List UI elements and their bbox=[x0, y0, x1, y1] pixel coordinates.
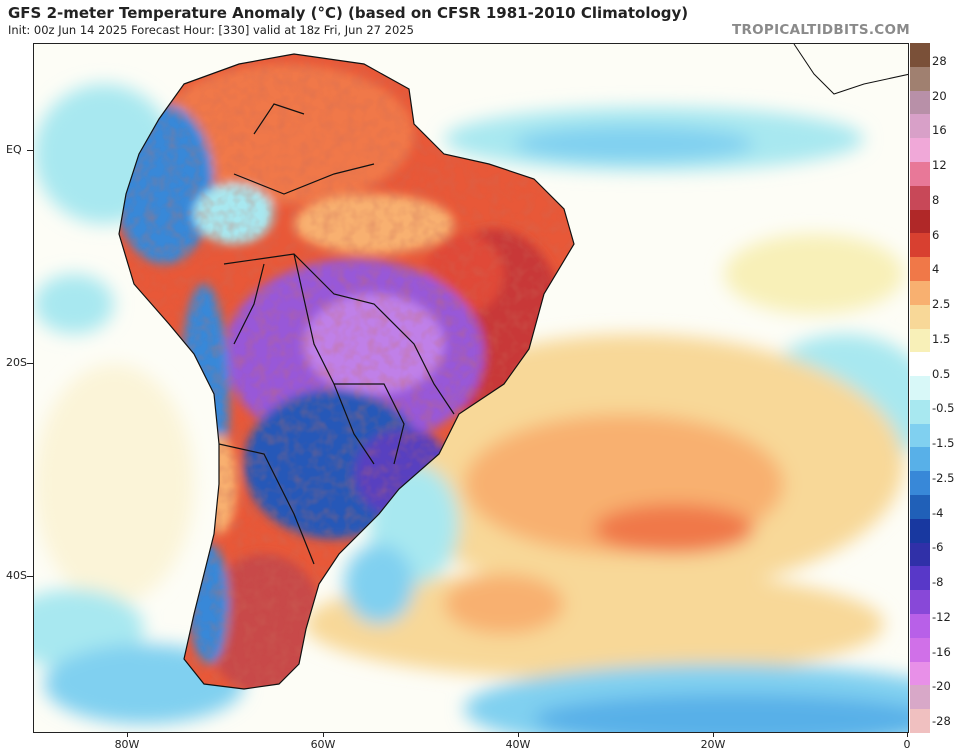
colorbar-label: -28 bbox=[932, 714, 951, 728]
lon-tick-0 bbox=[907, 733, 908, 737]
colorbar-label: 6 bbox=[932, 227, 940, 242]
colorbar-swatch bbox=[910, 209, 930, 234]
lon-label-20w: 20W bbox=[700, 738, 726, 751]
colorbar-swatch bbox=[910, 471, 930, 496]
colorbar-swatch bbox=[910, 66, 930, 92]
colorbar-swatch bbox=[910, 590, 930, 615]
colorbar-swatch bbox=[910, 138, 930, 163]
lat-label-40s: 40S bbox=[6, 569, 27, 582]
colorbar-swatch bbox=[910, 257, 930, 282]
country-borders bbox=[118, 53, 575, 690]
colorbar-swatch bbox=[910, 304, 930, 329]
africa-coast bbox=[793, 44, 908, 95]
colorbar-swatch bbox=[910, 185, 930, 211]
colorbar-swatch bbox=[910, 233, 930, 258]
colorbar-swatch bbox=[910, 661, 930, 686]
colorbar-swatch bbox=[910, 637, 930, 663]
map-title: GFS 2-meter Temperature Anomaly (°C) (ba… bbox=[8, 4, 689, 22]
colorbar-label: 8 bbox=[932, 192, 940, 207]
colorbar-label: -16 bbox=[932, 644, 951, 659]
colorbar-swatch bbox=[910, 423, 930, 448]
colorbar-label: 28 bbox=[932, 54, 947, 68]
lat-tick-20s bbox=[27, 363, 33, 364]
colorbar-swatch bbox=[910, 685, 930, 710]
lat-tick-40s bbox=[27, 576, 33, 577]
colorbar-swatch bbox=[910, 542, 930, 567]
colorbar-swatch bbox=[910, 90, 930, 115]
colorbar-label: 1.5 bbox=[932, 331, 951, 346]
colorbar-swatch bbox=[910, 352, 930, 377]
colorbar-label: -20 bbox=[932, 679, 951, 694]
lon-tick-80w bbox=[127, 733, 128, 737]
lon-label-0: 0 bbox=[903, 738, 911, 751]
colorbar-label: 16 bbox=[932, 123, 947, 138]
colorbar-label: -2.5 bbox=[932, 470, 955, 485]
colorbar-label: -8 bbox=[932, 575, 944, 590]
colorbar-swatch bbox=[910, 43, 930, 68]
colorbar-label: 4 bbox=[932, 262, 940, 277]
colorbar-swatch bbox=[910, 566, 930, 591]
lon-tick-20w bbox=[713, 733, 714, 737]
anomaly-map bbox=[33, 43, 909, 733]
lon-label-60w: 60W bbox=[310, 738, 336, 751]
lon-label-80w: 80W bbox=[114, 738, 140, 751]
colorbar-label: -12 bbox=[932, 609, 951, 624]
colorbar-swatch bbox=[910, 376, 930, 401]
source-credit: TROPICALTIDBITS.COM bbox=[731, 22, 910, 38]
colorbar-label: -6 bbox=[932, 540, 944, 555]
colorbar-label: 20 bbox=[932, 88, 947, 103]
colorbar-swatch bbox=[910, 161, 930, 187]
colorbar-swatch bbox=[910, 614, 930, 639]
lat-label-eq: EQ bbox=[6, 143, 22, 156]
colorbar-label: -0.5 bbox=[932, 401, 955, 416]
colorbar-label: -4 bbox=[932, 505, 944, 520]
lat-tick-eq bbox=[27, 150, 33, 151]
colorbar-swatch bbox=[910, 447, 930, 472]
colorbar-swatch bbox=[910, 518, 930, 544]
colorbar-label: 2.5 bbox=[932, 297, 951, 312]
colorbar-label: -1.5 bbox=[932, 436, 955, 451]
map-canvas bbox=[34, 44, 908, 732]
colorbar-label: 0.5 bbox=[932, 366, 951, 381]
lat-label-20s: 20S bbox=[6, 356, 27, 369]
colorbar: 28 20 16 12 8 6 4 2.5 1.5 0.5 -0.5 -1.5 -2.5 -4 -6 -8 -1… bbox=[910, 43, 960, 734]
colorbar-swatch bbox=[910, 114, 930, 139]
colorbar-swatch bbox=[910, 280, 930, 306]
colorbar-label: 12 bbox=[932, 158, 947, 173]
colorbar-swatch bbox=[910, 709, 930, 734]
colorbar-swatch bbox=[910, 495, 930, 520]
map-subtitle: Init: 00z Jun 14 2025 Forecast Hour: [33… bbox=[8, 23, 414, 37]
lon-tick-40w bbox=[518, 733, 519, 737]
colorbar-swatch bbox=[910, 328, 930, 353]
lon-tick-60w bbox=[323, 733, 324, 737]
lon-label-40w: 40W bbox=[505, 738, 531, 751]
colorbar-swatch bbox=[910, 399, 930, 425]
